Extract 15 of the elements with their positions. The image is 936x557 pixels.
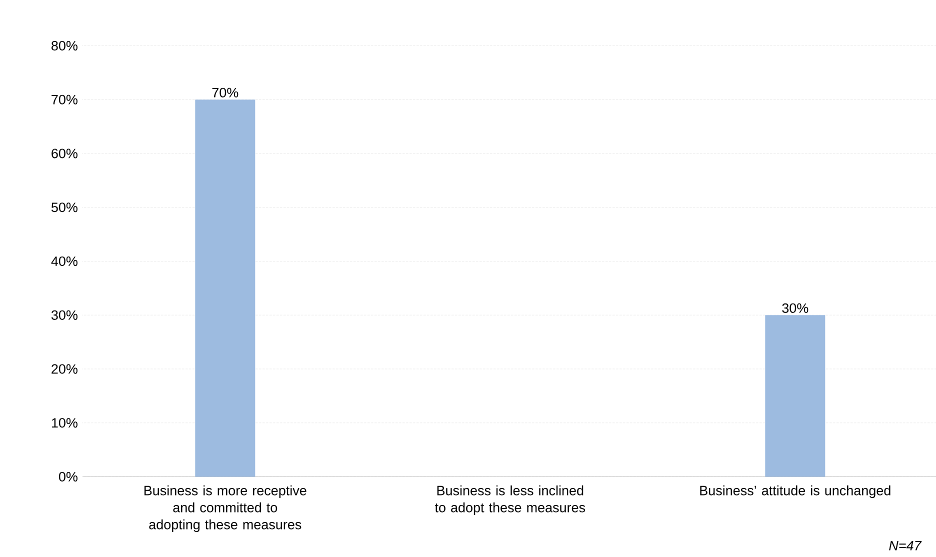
data-label: 30% <box>782 303 808 313</box>
y-tick-label: 10% <box>52 418 78 428</box>
text: N=47 <box>889 541 922 550</box>
y-tick-label: 70% <box>52 94 78 104</box>
y-tick-label: 60% <box>52 148 78 158</box>
x-tick-label: Business’ attitude is unchanged <box>700 485 890 498</box>
x-tick-label: Business is less inclined to adopt these measures <box>434 485 586 516</box>
x-tick-label: Business is more receptive and committed to adopting these measures <box>144 485 306 532</box>
y-tick-label: 30% <box>51 310 78 320</box>
y-tick-label: 80% <box>52 40 78 50</box>
y-tick-label: 20% <box>52 364 78 374</box>
y-tick-label: 0% <box>58 472 78 482</box>
y-tick-label: 40% <box>51 256 78 266</box>
y-tick-label: 50% <box>51 202 78 212</box>
data-label: 70% <box>212 88 238 98</box>
